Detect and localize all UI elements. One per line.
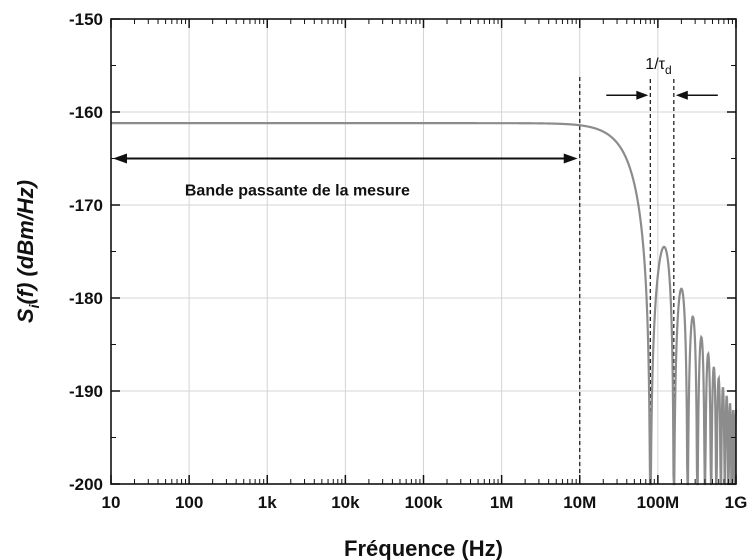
tau-arrow-left-head [636, 90, 649, 100]
bandwidth-label: Bande passante de la mesure [185, 183, 410, 200]
x-tick-label: 100M [637, 493, 680, 512]
annotations: Bande passante de la mesure 1/τd [113, 56, 718, 200]
y-axis-title-main: S [13, 308, 38, 323]
y-tick-label: -190 [69, 382, 103, 401]
y-axis-title-rest: (f) (dBm/Hz) [13, 180, 38, 305]
y-tick-label: -150 [69, 10, 103, 29]
ticks: 10 100 1k 10k 100k 1M 10M 100M 1G -200 -190 -180 -17… [69, 10, 747, 512]
x-tick-label: 10M [563, 493, 596, 512]
x-tick-label: 10k [331, 493, 360, 512]
cutoff-lines [579, 77, 675, 484]
y-tick-label: -160 [69, 103, 103, 122]
x-tick-label: 100 [175, 493, 203, 512]
grid [111, 19, 736, 484]
tau-arrow-right-head [675, 90, 688, 100]
tau-label: 1/τd [645, 56, 671, 77]
x-tick-label: 100k [405, 493, 443, 512]
curve-layer [111, 122, 738, 486]
x-tick-label: 1k [258, 493, 277, 512]
tau-label-main: 1/τ [645, 56, 665, 73]
tau-label-sub: d [665, 63, 672, 77]
bandwidth-arrow-head-right [563, 153, 578, 164]
y-tick-label: -180 [69, 289, 103, 308]
y-axis-title-sub: i [26, 303, 42, 308]
x-tick-label: 10 [102, 493, 121, 512]
x-tick-label: 1G [725, 493, 748, 512]
y-tick-label: -200 [69, 475, 103, 494]
x-axis-title: Fréquence (Hz) [344, 536, 503, 560]
bandwidth-arrow-head-left [113, 153, 127, 164]
y-axis-title: Si(f) (dBm/Hz) [13, 180, 42, 323]
spectrum-curve [111, 122, 738, 486]
y-tick-label: -170 [69, 196, 103, 215]
x-tick-label: 1M [490, 493, 514, 512]
